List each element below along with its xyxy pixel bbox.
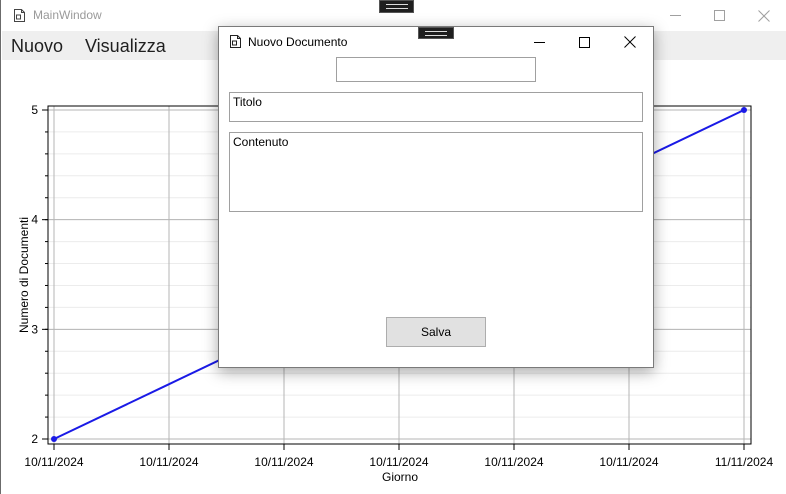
app-icon	[14, 9, 25, 22]
title-input-field[interactable]: Titolo	[229, 92, 643, 122]
data-point	[51, 436, 57, 442]
dialog-maximize-button[interactable]	[561, 27, 607, 57]
minimize-icon	[669, 15, 681, 16]
x-tick-label: 10/11/2024	[254, 455, 313, 469]
new-document-dialog: Nuovo Documento Titolo Contenuto Salva	[218, 26, 654, 368]
save-button[interactable]: Salva	[386, 317, 486, 347]
x-tick-label: 11/11/2024	[715, 455, 774, 469]
grip-icon	[425, 30, 447, 36]
grip-icon	[385, 4, 408, 9]
y-tick-label: 2	[31, 432, 38, 446]
close-icon	[758, 9, 770, 22]
main-window-title: MainWindow	[33, 8, 102, 22]
maximize-icon	[713, 10, 725, 21]
dialog-close-button[interactable]	[607, 27, 653, 57]
dialog-minimize-button[interactable]	[516, 27, 562, 57]
maximize-icon	[578, 36, 590, 48]
close-icon	[624, 36, 636, 48]
maximize-button[interactable]	[696, 0, 742, 31]
content-textarea[interactable]: Contenuto	[229, 132, 643, 212]
minimize-icon	[533, 41, 545, 43]
x-axis: 10/11/2024 10/11/2024 10/11/2024 10/11/2024…	[24, 444, 773, 469]
dialog-debug-toolbar-handle[interactable]	[418, 27, 454, 39]
x-tick-label: 10/11/2024	[139, 455, 198, 469]
x-tick-label: 10/11/2024	[599, 455, 658, 469]
x-tick-label: 10/11/2024	[369, 455, 428, 469]
debug-toolbar-handle[interactable]	[379, 0, 414, 13]
menu-visualizza[interactable]: Visualizza	[85, 36, 166, 56]
menu-nuovo[interactable]: Nuovo	[11, 36, 64, 56]
x-tick-label: 10/11/2024	[484, 455, 543, 469]
x-axis-label: Giorno	[382, 470, 418, 484]
top-input-field[interactable]	[336, 57, 536, 82]
y-tick-label: 4	[31, 213, 38, 227]
close-button[interactable]	[741, 0, 786, 31]
dialog-body: Titolo Contenuto Salva	[219, 57, 653, 367]
minimize-button[interactable]	[652, 0, 698, 31]
dialog-app-icon	[230, 35, 241, 48]
data-point	[741, 107, 747, 113]
series-points	[51, 107, 747, 442]
y-tick-label: 3	[31, 322, 38, 336]
y-tick-label: 5	[31, 103, 38, 117]
y-axis-label: Numero di Documenti	[17, 217, 31, 333]
dialog-title: Nuovo Documento	[248, 35, 348, 49]
y-axis: 2 3 4 5	[31, 103, 48, 446]
x-tick-label: 10/11/2024	[24, 455, 83, 469]
